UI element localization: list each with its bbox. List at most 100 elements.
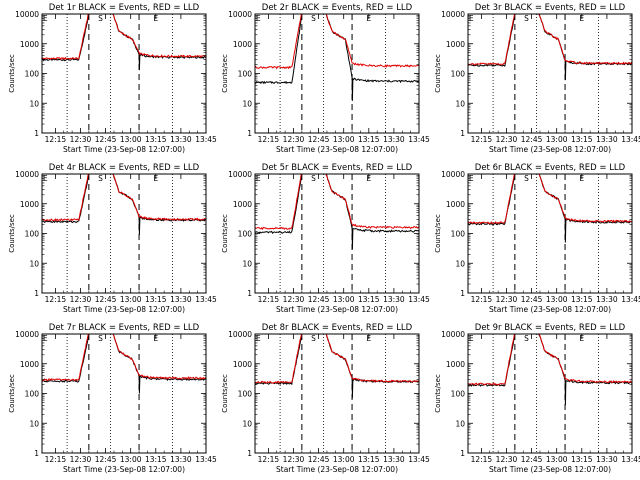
time-marker-label: E [366, 334, 371, 343]
y-axis-label: Counts/sec [221, 374, 229, 413]
panel-chart: Det 3r BLACK = Events, RED = LLD 1 10 100 10… [434, 3, 640, 154]
x-tick-label: 12:45 [95, 455, 117, 464]
y-tick-label: 1000 [446, 360, 465, 369]
plot-frame [254, 333, 420, 454]
panel-title: Det 9r BLACK = Events, RED = LLD [475, 323, 626, 333]
detector-panel: Det 7r BLACK = Events, RED = LLD 1 10 100 10… [0, 320, 217, 480]
time-marker-label: E [579, 334, 584, 343]
y-tick-label: 10000 [15, 170, 39, 179]
y-tick-label: 10 [242, 259, 252, 268]
x-tick-label: 13:30 [170, 455, 192, 464]
y-tick-label: 1 [460, 289, 465, 298]
x-tick-label: 13:30 [383, 135, 405, 144]
y-tick-label: 10000 [441, 170, 465, 179]
time-marker-label: E [469, 14, 474, 23]
y-tick-label: 100 [451, 390, 466, 399]
time-marker-label: E [256, 14, 261, 23]
events-series-line [42, 334, 206, 394]
y-tick-label: 10 [29, 419, 39, 428]
y-tick-label: 10 [455, 259, 465, 268]
x-tick-label: 12:30 [70, 135, 92, 144]
panel-chart: Det 5r BLACK = Events, RED = LLD 1 10 100 10… [221, 163, 430, 314]
x-tick-label: 13:00 [333, 135, 355, 144]
y-axis-label: Counts/sec [434, 54, 442, 93]
time-marker-label: E [43, 174, 48, 183]
y-tick-label: 1 [460, 129, 465, 138]
x-axis-label: Start Time (23-Sep-08 12:07:00) [276, 305, 398, 314]
x-tick-label: 12:45 [521, 455, 543, 464]
lld-series-line [255, 174, 419, 231]
detector-panel: Det 3r BLACK = Events, RED = LLD 1 10 100 10… [426, 0, 640, 160]
x-tick-label: 12:30 [283, 455, 305, 464]
x-tick-label: 13:15 [571, 295, 593, 304]
detector-panel: Det 8r BLACK = Events, RED = LLD 1 10 100 10… [213, 320, 430, 480]
y-tick-label: 100 [25, 390, 40, 399]
x-tick-label: 13:30 [596, 135, 618, 144]
x-tick-label: 13:15 [145, 455, 167, 464]
time-marker-label: E [256, 334, 261, 343]
time-marker-label: E [153, 334, 158, 343]
plot-frame [467, 333, 633, 454]
x-tick-label: 12:15 [258, 295, 280, 304]
y-axis-label: Counts/sec [221, 54, 229, 93]
x-tick-label: 12:30 [283, 295, 305, 304]
x-tick-label: 13:00 [546, 455, 568, 464]
y-tick-label: 1 [34, 129, 39, 138]
lld-series-line [42, 174, 206, 222]
x-tick-label: 13:45 [195, 135, 217, 144]
x-tick-label: 12:15 [45, 455, 67, 464]
time-marker-label: E [469, 334, 474, 343]
y-tick-label: 100 [451, 70, 466, 79]
y-tick-label: 100 [238, 70, 253, 79]
plot-frame [254, 13, 420, 134]
y-tick-label: 1000 [20, 200, 39, 209]
x-tick-label: 13:15 [145, 135, 167, 144]
time-marker-label: S [98, 174, 103, 183]
x-tick-label: 13:30 [596, 455, 618, 464]
time-marker-label: S [311, 334, 316, 343]
y-axis-label: Counts/sec [434, 374, 442, 413]
y-tick-label: 10 [455, 99, 465, 108]
x-tick-label: 12:15 [471, 295, 493, 304]
lld-series-line [42, 334, 206, 382]
y-tick-label: 10 [29, 99, 39, 108]
y-tick-label: 10000 [441, 330, 465, 339]
x-tick-label: 12:45 [308, 295, 330, 304]
x-tick-label: 13:00 [333, 295, 355, 304]
y-tick-label: 10000 [441, 10, 465, 19]
time-marker-label: E [579, 14, 584, 23]
events-series-line [42, 14, 206, 71]
y-axis-label: Counts/sec [8, 214, 16, 253]
time-marker-label: E [43, 334, 48, 343]
time-marker-label: S [311, 174, 316, 183]
y-tick-label: 1000 [20, 40, 39, 49]
x-tick-label: 13:00 [120, 455, 142, 464]
series-group [468, 174, 632, 243]
time-marker-label: E [256, 174, 261, 183]
y-axis-label: Counts/sec [221, 214, 229, 253]
detector-panel: Det 9r BLACK = Events, RED = LLD 1 10 100 10… [426, 320, 640, 480]
events-series-line [468, 174, 632, 243]
panel-title: Det 7r BLACK = Events, RED = LLD [49, 323, 200, 333]
y-tick-label: 10 [242, 419, 252, 428]
x-tick-label: 13:30 [383, 295, 405, 304]
x-axis-label: Start Time (23-Sep-08 12:07:00) [276, 145, 398, 154]
x-tick-label: 13:15 [358, 135, 380, 144]
y-tick-label: 10 [455, 419, 465, 428]
series-group [42, 334, 206, 394]
time-marker-label: S [524, 174, 529, 183]
panel-title: Det 3r BLACK = Events, RED = LLD [475, 3, 626, 13]
y-tick-label: 10000 [15, 330, 39, 339]
time-marker-label: S [524, 14, 529, 23]
y-tick-label: 10 [29, 259, 39, 268]
y-tick-label: 1 [34, 289, 39, 298]
time-marker-label: S [524, 334, 529, 343]
panel-chart: Det 4r BLACK = Events, RED = LLD 1 10 100 10… [8, 163, 217, 314]
y-tick-label: 1000 [233, 40, 252, 49]
series-group [255, 14, 419, 101]
lld-series-line [255, 334, 419, 384]
y-tick-label: 1 [460, 449, 465, 458]
plot-frame [467, 173, 633, 294]
series-group [255, 334, 419, 399]
